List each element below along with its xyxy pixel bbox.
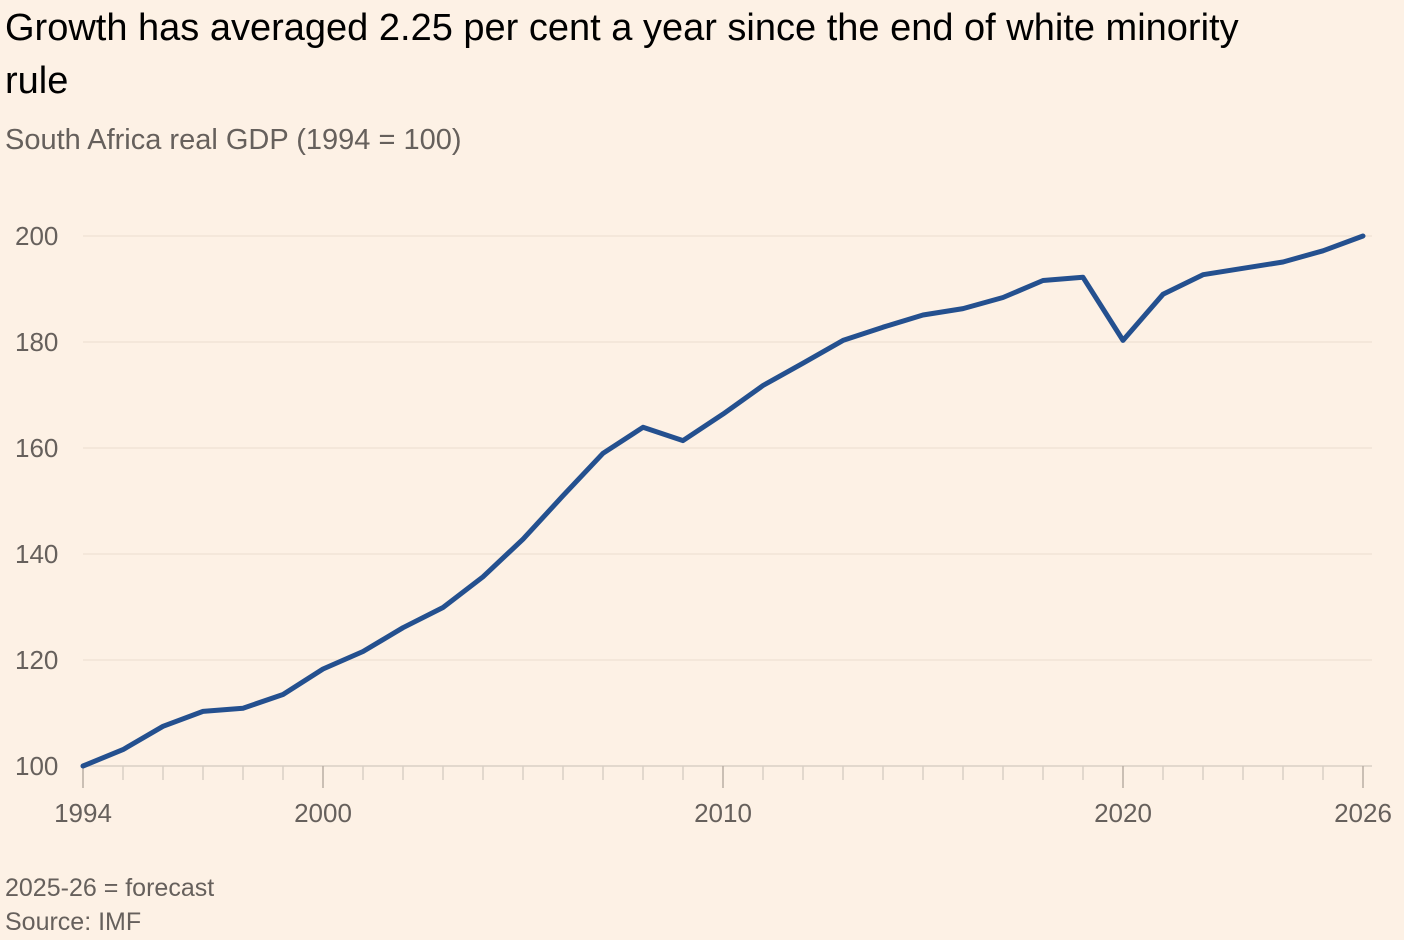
x-tick-label-2010: 2010 [694, 798, 752, 828]
source-note: Source: IMF [5, 908, 142, 936]
data-point-1995 [121, 747, 126, 752]
forecast-note: 2025-26 = forecast [5, 874, 215, 902]
data-point-2008 [641, 425, 646, 430]
data-point-2018 [1041, 278, 1046, 283]
data-point-2026 [1361, 234, 1366, 239]
y-axis-ticks: 100 120 140 160 180 200 [15, 221, 58, 781]
y-tick-label-160: 160 [15, 433, 58, 463]
data-point-2015 [921, 312, 926, 317]
chart-subtitle: South Africa real GDP (1994 = 100) [5, 124, 462, 156]
x-tick-label-2020: 2020 [1094, 798, 1152, 828]
gdp-series-line [80, 233, 1366, 769]
data-point-2019 [1081, 275, 1086, 280]
data-point-1996 [161, 724, 166, 729]
data-point-2000 [321, 667, 326, 672]
data-point-2011 [761, 383, 766, 388]
data-point-2013 [841, 338, 846, 343]
data-point-2001 [361, 649, 366, 654]
data-point-2023 [1241, 266, 1246, 271]
x-tick-label-1994: 1994 [54, 798, 112, 828]
data-point-2004 [481, 574, 486, 579]
data-point-2020 [1121, 338, 1126, 343]
y-tick-label-180: 180 [15, 327, 58, 357]
y-tick-label-140: 140 [15, 539, 58, 569]
data-point-2021 [1161, 292, 1166, 297]
data-point-2003 [441, 605, 446, 610]
grid-lines [83, 235, 1372, 661]
data-point-2006 [561, 493, 566, 498]
data-point-2022 [1201, 272, 1206, 277]
data-point-2002 [401, 625, 406, 630]
x-tick-label-2026: 2026 [1334, 798, 1392, 828]
x-axis: 1994 2000 2010 2020 2026 [54, 765, 1392, 828]
data-point-1997 [201, 709, 206, 714]
x-tick-label-2000: 2000 [294, 798, 352, 828]
data-point-2009 [681, 438, 686, 443]
data-point-2016 [961, 306, 966, 311]
data-point-2014 [881, 325, 886, 330]
data-point-2010 [721, 412, 726, 417]
data-point-2025 [1321, 248, 1326, 253]
data-point-1998 [241, 706, 246, 711]
chart-title: Growth has averaged 2.25 per cent a year… [5, 7, 1239, 102]
line-chart: 100 120 140 160 180 200 1994 2000 2010 2020 2026 [15, 221, 1392, 828]
data-point-2012 [801, 361, 806, 366]
y-tick-label-120: 120 [15, 645, 58, 675]
data-point-2005 [521, 537, 526, 542]
data-point-2024 [1281, 259, 1286, 264]
data-point-2017 [1001, 295, 1006, 300]
data-point-2007 [601, 451, 606, 456]
y-tick-label-200: 200 [15, 221, 58, 251]
series-layer [80, 233, 1366, 769]
y-tick-label-100: 100 [15, 751, 58, 781]
data-point-1999 [281, 692, 286, 697]
data-point-1994 [81, 764, 86, 769]
